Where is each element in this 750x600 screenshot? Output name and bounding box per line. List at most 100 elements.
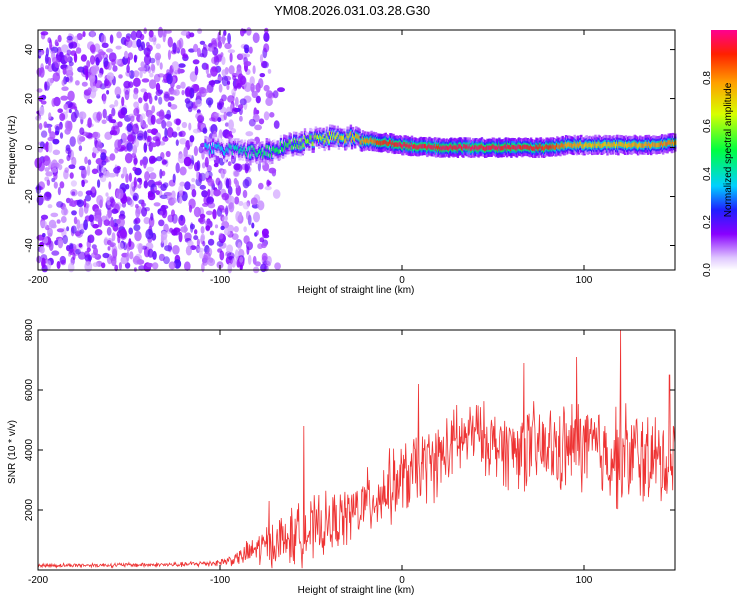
spectrogram-noise-cell [246, 246, 250, 255]
chart-title: YM08.2026.031.03.28.G30 [274, 3, 430, 18]
spectrogram-noise-cell [194, 229, 198, 235]
spectrogram-noise-cell [181, 191, 188, 202]
spectrogram-noise-cell [165, 121, 173, 128]
spectrogram-noise-cell [51, 250, 60, 256]
spectrogram-noise-cell [39, 106, 45, 116]
spectrogram-noise-cell [146, 92, 151, 100]
spectrogram-noise-cell [56, 201, 64, 208]
spectrogram-noise-cell [122, 166, 128, 177]
spectrogram-noise-cell [116, 218, 121, 225]
spectrogram-noise-cell [56, 228, 65, 233]
spectrogram-x-tick-label: 0 [399, 275, 405, 286]
spectrogram-noise-cell [115, 188, 124, 200]
spectrogram-noise-cell [248, 118, 256, 127]
spectrogram-noise-cell [60, 208, 69, 216]
spectrogram-noise-cell [141, 78, 150, 83]
spectrogram-noise-cell [111, 107, 116, 117]
spectrogram-noise-cell [146, 166, 155, 172]
spectrogram-noise-cell [261, 252, 268, 262]
spectrogram-noise-cell [151, 105, 156, 114]
spectrogram-noise-cell [77, 134, 83, 145]
spectrogram-noise-cell [232, 169, 240, 178]
colorbar: 0.0 0.2 0.4 0.6 0.8 Normalized spectral ampl… [702, 30, 737, 277]
spectrogram-noise-cell [44, 53, 49, 65]
spectrogram-noise-cell [114, 86, 122, 97]
spectrogram-noise-cell [133, 101, 140, 109]
spectrogram-noise-cell [216, 101, 225, 106]
spectrogram-noise-cell [38, 51, 43, 57]
spectrogram-noise-cell [155, 43, 161, 50]
spectrogram-noise-cell [79, 229, 85, 235]
spectrogram-noise-cell [161, 120, 167, 129]
spectrogram-noise-cell [128, 227, 133, 235]
spectrogram-noise-cell [86, 98, 93, 104]
spectrogram-noise-cell [166, 126, 174, 138]
spectrogram-noise-cell [228, 65, 235, 75]
spectrogram-noise-cell [251, 222, 255, 229]
spectrogram-noise-cell [239, 98, 247, 106]
spectrogram-noise-cell [263, 43, 270, 53]
spectrogram-noise-cell [51, 159, 58, 169]
spectrogram-noise-cell [213, 189, 221, 197]
spectrogram-noise-cell [119, 210, 125, 217]
spectrogram-noise-cell [97, 179, 101, 188]
spectrogram-noise-cell [172, 42, 177, 54]
spectrogram-noise-cell [47, 142, 53, 153]
spectrogram-noise-cell [100, 152, 107, 161]
spectrogram-noise-cell [149, 72, 154, 78]
spectrogram-noise-cell [171, 209, 175, 217]
spectrogram-noise-cell [181, 89, 185, 96]
spectrogram-noise-cell [42, 233, 46, 238]
spectrogram-noise-cell [160, 230, 168, 241]
spectrogram-noise-cell [74, 106, 78, 111]
spectrogram-noise-cell [143, 217, 151, 225]
spectrogram-noise-cell [111, 232, 116, 242]
spectrogram-noise-cell [172, 173, 176, 183]
spectrogram-noise-cell [199, 213, 206, 219]
spectrogram-noise-cell [57, 34, 62, 43]
spectrogram-noise-cell [114, 99, 119, 107]
colorbar-tick-label: 0.4 [702, 167, 713, 181]
spectrogram-noise-cell [156, 156, 163, 162]
spectrogram-noise-cell [191, 189, 197, 198]
spectrogram-noise-cell [39, 67, 45, 78]
spectrogram-noise-cell [47, 37, 52, 44]
spectrogram-noise-cell [232, 75, 237, 81]
spectrogram-noise-cell [194, 65, 199, 76]
spectrogram-noise-cell [147, 129, 153, 134]
spectrogram-noise-cell [239, 75, 246, 85]
spectrogram-noise-cell [84, 261, 93, 273]
spectrogram-noise-cell [51, 98, 56, 107]
spectrogram-noise-cell [67, 90, 75, 102]
spectrogram-noise-cell [225, 205, 229, 217]
spectrogram-noise-cell [180, 81, 186, 89]
spectrogram-noise-cell [231, 88, 237, 97]
spectrogram-noise-cell [56, 261, 61, 269]
spectrogram-noise-cell [277, 87, 285, 93]
spectrogram-noise-cell [41, 257, 46, 269]
spectrogram-noise-cell [101, 42, 109, 48]
spectrogram-noise-cell [157, 73, 165, 78]
spectrogram-noise-cell [220, 225, 225, 231]
spectrogram-noise-cell [182, 53, 188, 59]
spectrogram-noise-cell [253, 211, 260, 223]
spectrogram-noise-cell [109, 242, 116, 247]
spectrogram-noise-cell [202, 127, 208, 134]
spectrogram-noise-cell [81, 179, 85, 188]
spectrogram-noise-cell [43, 121, 48, 129]
spectrogram-noise-cell [64, 128, 71, 135]
spectrogram-noise-cell [70, 180, 77, 187]
spectrogram-noise-cell [126, 251, 130, 262]
spectrogram-noise-cell [221, 192, 229, 201]
spectrogram-noise-cell [194, 99, 203, 107]
spectrogram-x-tick-label: 100 [576, 275, 593, 286]
spectrogram-noise-cell [141, 199, 145, 209]
spectrogram-noise-cell [227, 32, 232, 44]
spectrogram-noise-cell [52, 149, 61, 156]
spectrogram-noise-cell [135, 208, 141, 218]
spectrogram-noise-cell [148, 155, 156, 164]
spectrogram-noise-cell [89, 44, 96, 53]
spectrogram-noise-cell [61, 86, 69, 91]
spectrogram-noise-cell [133, 176, 137, 188]
